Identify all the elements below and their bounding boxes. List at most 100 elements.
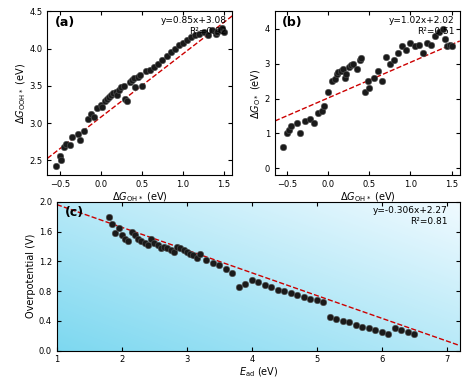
Point [325, 88, 332, 94]
Point [331, 76, 339, 82]
Point [105, 214, 113, 220]
Point [123, 98, 131, 104]
Point [346, 319, 353, 325]
Point [196, 31, 203, 37]
Point [333, 71, 340, 77]
Point [293, 292, 301, 298]
Point [287, 290, 295, 296]
Point [157, 245, 164, 251]
Point [151, 240, 158, 246]
Point [402, 47, 410, 53]
Point [130, 75, 137, 82]
Point [222, 266, 229, 272]
Point [349, 61, 357, 67]
Point [109, 221, 116, 227]
Point [141, 240, 148, 246]
Point [439, 26, 447, 32]
Point [364, 78, 372, 84]
Point [60, 144, 68, 150]
Point [394, 50, 402, 56]
Point [187, 34, 195, 40]
Point [111, 230, 119, 236]
Point [313, 297, 320, 303]
Point [219, 25, 226, 31]
Point [200, 29, 207, 35]
Point [357, 56, 365, 62]
Y-axis label: Overpotential (V): Overpotential (V) [26, 234, 36, 319]
Point [204, 32, 211, 38]
Point [300, 294, 308, 300]
Y-axis label: $\Delta G_{\rm OOH*}$ (eV): $\Delta G_{\rm OOH*}$ (eV) [14, 63, 28, 124]
Point [163, 53, 170, 59]
Point [208, 27, 216, 33]
Point [74, 131, 82, 138]
X-axis label: $\Delta G_{\rm OH*}$ (eV): $\Delta G_{\rm OH*}$ (eV) [339, 190, 395, 204]
Point [281, 288, 288, 294]
Point [81, 128, 88, 134]
Point [285, 127, 292, 133]
Y-axis label: $\Delta G_{\rm O*}$ (eV): $\Delta G_{\rm O*}$ (eV) [250, 68, 263, 118]
Point [296, 130, 303, 136]
Point [390, 57, 398, 63]
Point [444, 43, 451, 49]
Point [150, 64, 158, 70]
Point [365, 85, 373, 91]
X-axis label: $\Delta G_{\rm OH*}$ (eV): $\Delta G_{\rm OH*}$ (eV) [112, 190, 168, 204]
Point [191, 32, 199, 38]
Point [404, 329, 411, 335]
Point [333, 316, 340, 322]
Point [121, 236, 129, 242]
Point [52, 163, 59, 169]
Point [274, 287, 282, 293]
Point [419, 50, 427, 56]
Point [186, 251, 194, 257]
Point [279, 144, 287, 150]
Point [147, 236, 155, 242]
Point [193, 255, 201, 261]
Point [345, 64, 353, 70]
Point [301, 118, 309, 124]
Text: y=1.02x+2.02
R²=0.51: y=1.02x+2.02 R²=0.51 [389, 16, 454, 36]
Point [235, 284, 243, 290]
Point [76, 136, 84, 142]
Point [196, 251, 204, 257]
Text: (a): (a) [55, 16, 75, 29]
Point [431, 33, 439, 39]
Point [112, 89, 119, 95]
Point [209, 260, 217, 266]
Point [362, 88, 369, 94]
Point [319, 299, 327, 305]
Point [134, 74, 142, 80]
Point [118, 84, 125, 90]
Point [109, 90, 117, 96]
Point [339, 66, 347, 72]
Point [137, 72, 144, 78]
Point [261, 282, 269, 288]
Point [310, 120, 317, 126]
Point [175, 42, 182, 48]
Point [216, 262, 223, 268]
Point [411, 43, 419, 49]
Text: (c): (c) [65, 207, 84, 219]
Point [356, 57, 364, 63]
Point [423, 40, 431, 46]
Point [56, 153, 64, 159]
Point [167, 247, 174, 253]
Point [410, 331, 418, 337]
Point [347, 62, 355, 69]
Point [399, 43, 406, 49]
Text: y=0.85x+3.08
R²=0.92: y=0.85x+3.08 R²=0.92 [161, 16, 227, 36]
Point [448, 43, 456, 49]
Point [214, 29, 221, 35]
Point [190, 252, 197, 258]
Point [328, 78, 336, 84]
Point [128, 229, 136, 235]
Point [97, 101, 105, 107]
Point [220, 29, 228, 35]
Point [384, 331, 392, 337]
Point [105, 94, 113, 100]
Point [267, 284, 275, 290]
Point [358, 324, 366, 330]
Point [85, 116, 92, 122]
Point [415, 42, 422, 48]
